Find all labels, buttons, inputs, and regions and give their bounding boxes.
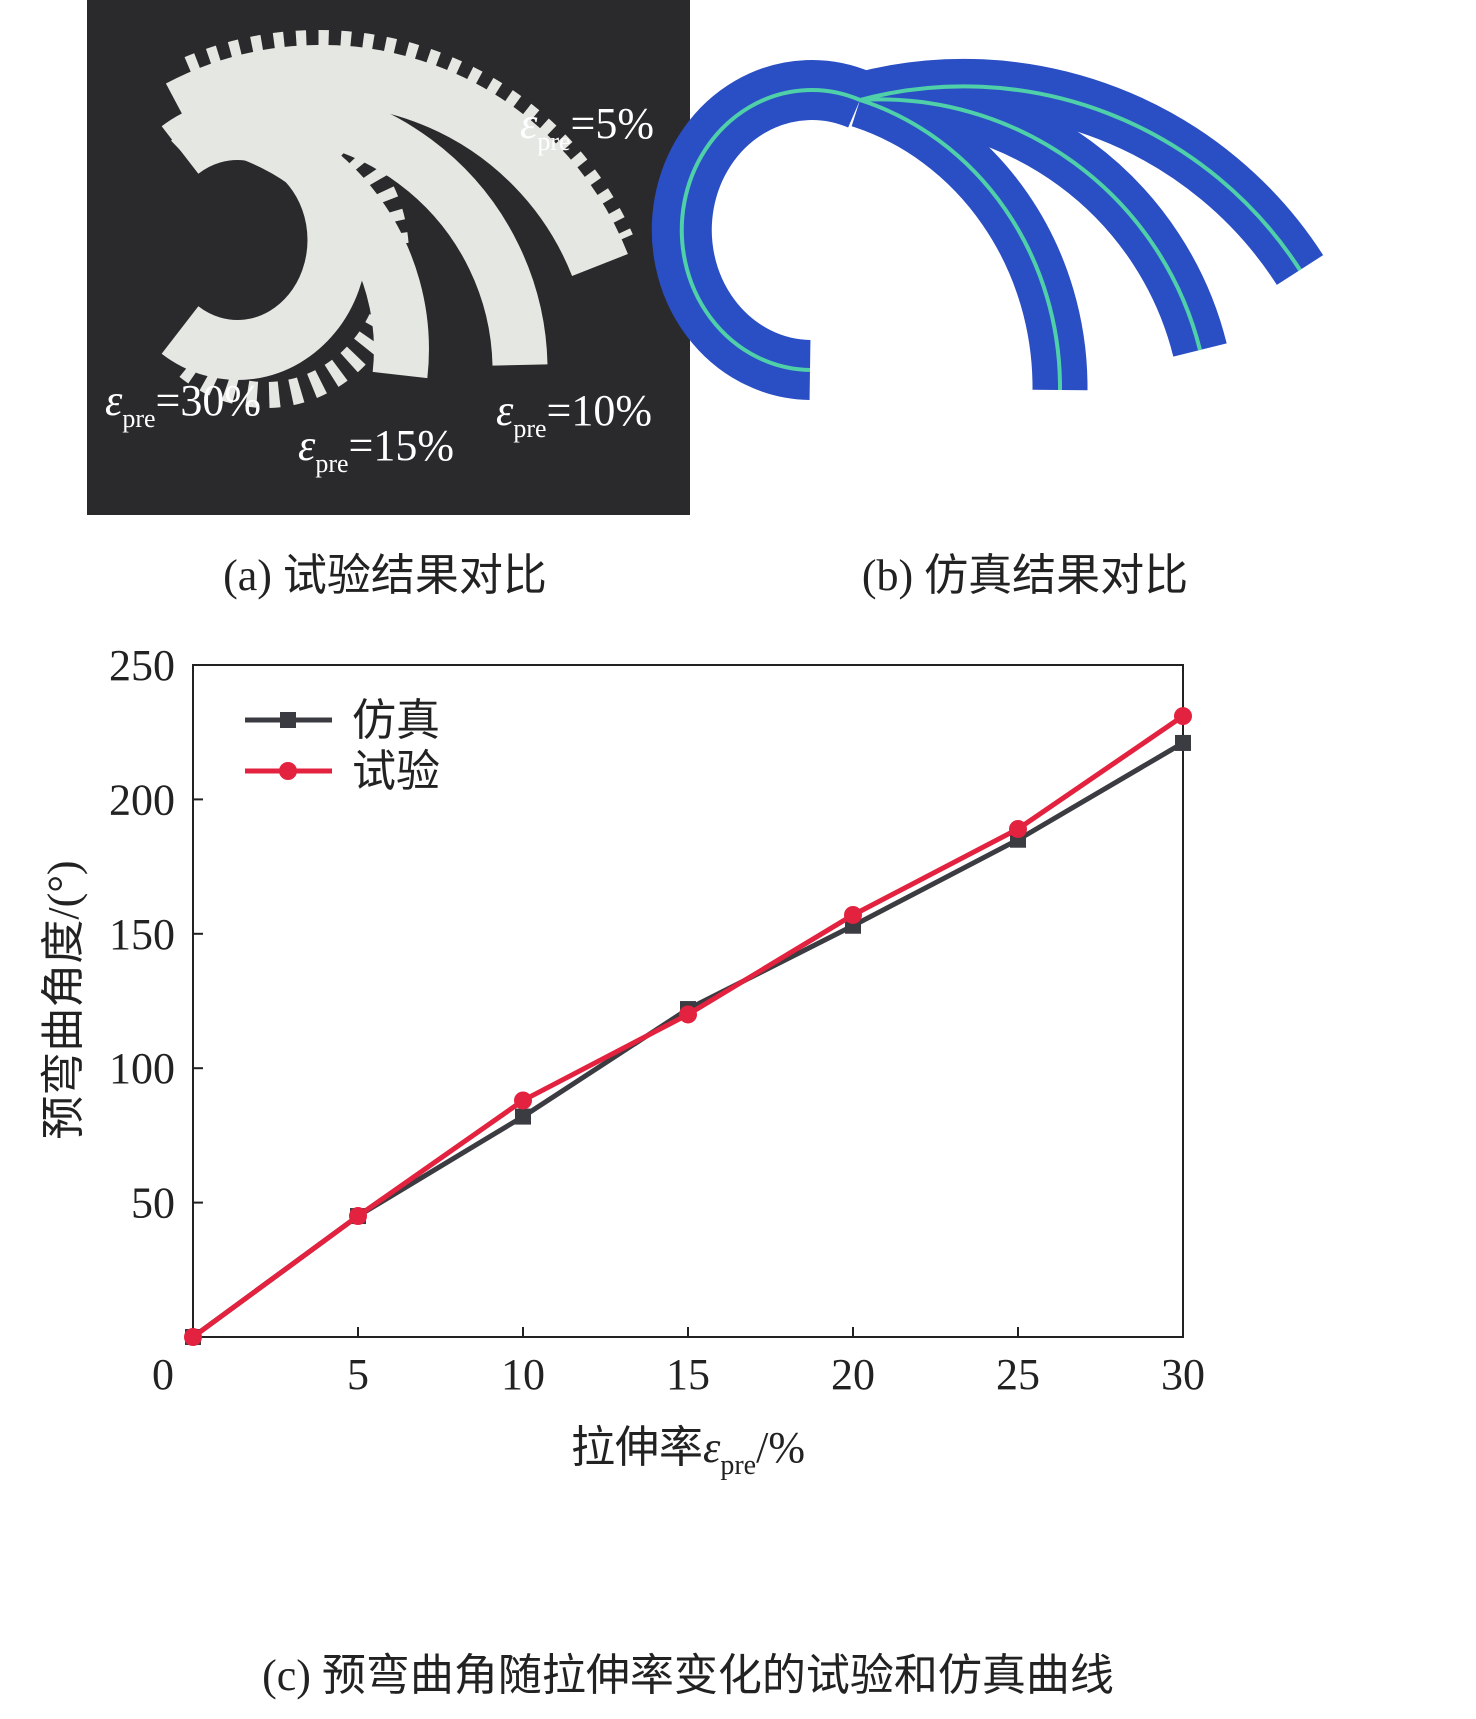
- legend-marker: [279, 762, 297, 780]
- x-axis-label: 拉伸率εpre/%: [571, 1423, 805, 1481]
- y-axis-label: 预弯曲角度/(°): [39, 860, 88, 1139]
- simulation-panel: [651, 58, 1324, 400]
- y-tick-label: 50: [131, 1179, 175, 1228]
- x-tick-label: 0: [152, 1350, 174, 1399]
- y-tick-label: 250: [109, 641, 175, 690]
- marker: [515, 1108, 531, 1125]
- marker: [679, 1005, 697, 1024]
- x-tick-label: 10: [501, 1350, 545, 1399]
- photo-specimens: [161, 30, 633, 408]
- legend-label: 试验: [352, 747, 440, 796]
- photo-label: εpre=10%: [496, 386, 652, 443]
- x-tick-label: 15: [666, 1350, 710, 1399]
- x-tick-label: 5: [347, 1350, 369, 1399]
- photo-label: εpre=5%: [520, 99, 654, 156]
- marker: [1009, 819, 1027, 838]
- plot-frame: [192, 664, 1184, 1338]
- chart-caption: (c) 预弯曲角随拉伸率变化的试验和仿真曲线: [262, 1651, 1114, 1700]
- y-tick-label: 100: [109, 1044, 175, 1093]
- photo-label: εpre=30%: [105, 376, 261, 433]
- legend-label: 仿真: [352, 696, 440, 745]
- series-line: [191, 740, 1185, 1340]
- x-tick-label: 20: [831, 1350, 875, 1399]
- marker: [844, 905, 862, 924]
- line-chart: 预弯曲角度/(°) 拉伸率εpre/% (c) 预弯曲角随拉伸率变化的试验和仿真…: [39, 641, 1205, 1700]
- y-tick-label: 200: [109, 775, 175, 824]
- series-line: [191, 714, 1185, 1340]
- x-tick-label: 30: [1161, 1350, 1205, 1399]
- legend-marker: [280, 712, 296, 728]
- panel-caption: (b) 仿真结果对比: [862, 551, 1188, 600]
- marker: [184, 1328, 202, 1346]
- y-tick-label: 150: [109, 910, 175, 959]
- marker: [514, 1091, 532, 1110]
- marker: [1174, 707, 1192, 726]
- marker: [1175, 734, 1191, 751]
- panel-caption: (a) 试验结果对比: [223, 551, 547, 600]
- marker: [349, 1207, 367, 1226]
- photo-panel: εpre=5% εpre=30% εpre=15% εpre=10%: [87, 0, 690, 515]
- photo-label: εpre=15%: [298, 421, 454, 478]
- x-tick-label: 25: [996, 1350, 1040, 1399]
